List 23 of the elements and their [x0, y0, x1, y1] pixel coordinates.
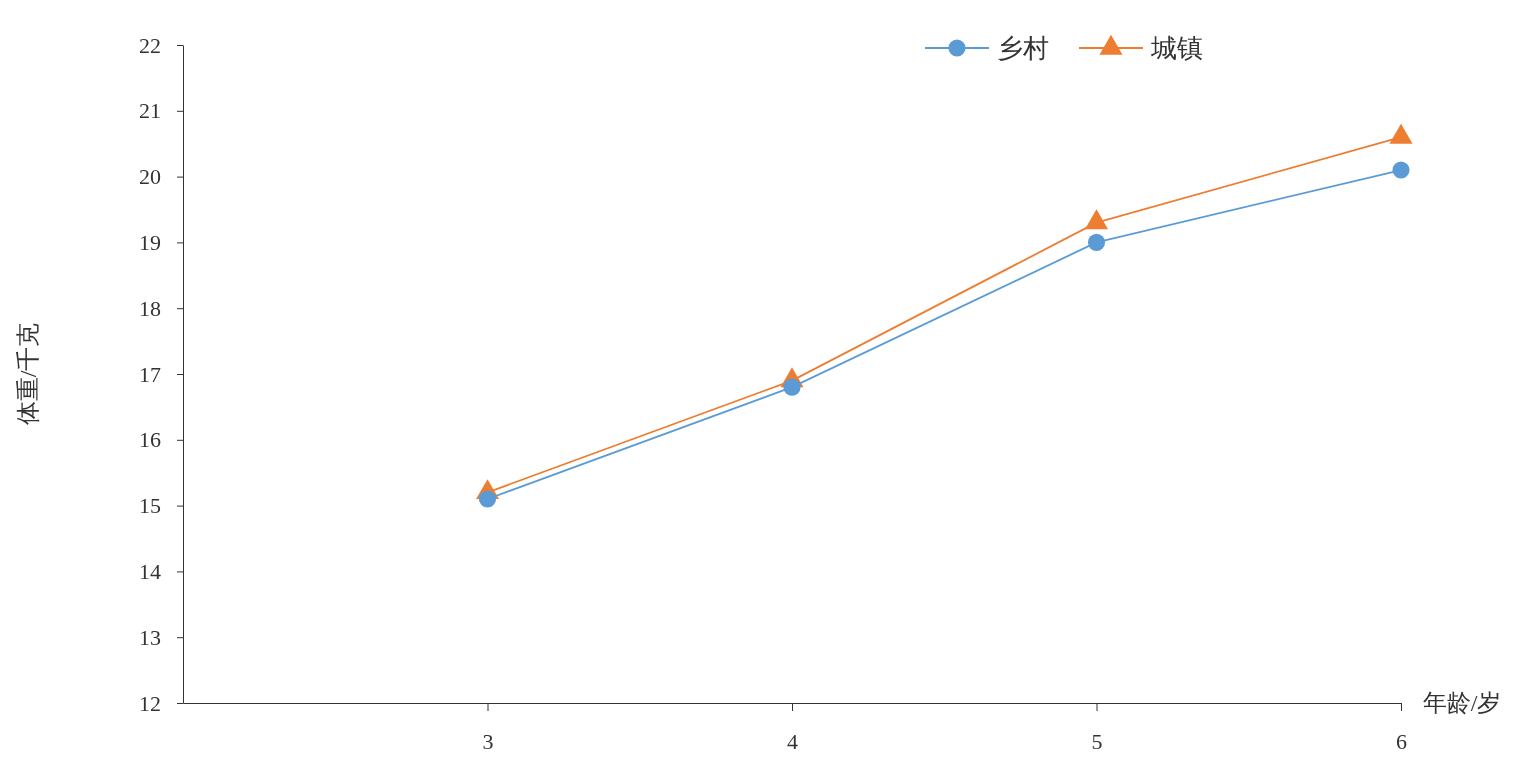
y-tick-label: 19 [139, 229, 161, 255]
x-tick-label: 6 [1396, 729, 1407, 755]
legend-label: 城镇 [1150, 34, 1203, 63]
y-tick-label: 22 [139, 32, 161, 58]
y-tick-label: 18 [139, 295, 161, 321]
y-tick-label: 15 [139, 493, 161, 519]
y-axis-title: 体重/千克 [15, 322, 41, 426]
y-tick-label: 14 [139, 558, 161, 584]
point [1389, 123, 1413, 144]
point [783, 378, 801, 396]
y-tick-label: 13 [139, 624, 161, 650]
x-tick-label: 3 [482, 729, 494, 755]
y-tick-label: 12 [139, 690, 161, 716]
point [478, 490, 497, 508]
y-tick-label: 21 [139, 98, 161, 124]
y-tick-label: 17 [139, 361, 161, 387]
x-tick-label: 4 [787, 729, 798, 755]
x-axis-title: 年龄/岁 [1422, 690, 1502, 716]
y-tick-label: 20 [139, 164, 161, 190]
legend-label: 乡村 [997, 34, 1049, 63]
x-tick-label: 5 [1091, 729, 1103, 755]
y-tick-label: 16 [139, 427, 161, 453]
point [1084, 209, 1109, 230]
